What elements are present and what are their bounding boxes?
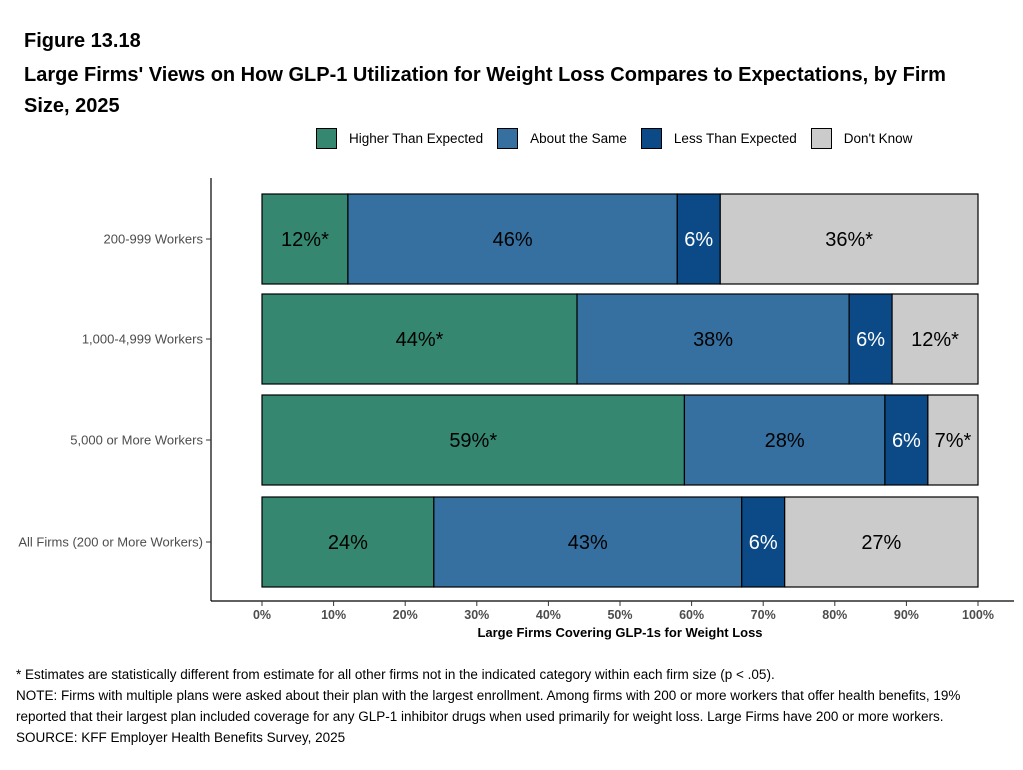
- legend-item-higher: Higher Than Expected: [316, 128, 483, 149]
- note-text: NOTE: Firms with multiple plans were ask…: [16, 688, 961, 724]
- bar-segment: [261, 496, 435, 588]
- legend-item-dontknow: Don't Know: [810, 128, 913, 149]
- data-label: 46%: [493, 229, 533, 251]
- x-tick-label: 60%: [679, 608, 704, 622]
- legend-label-same: About the Same: [530, 131, 627, 146]
- bar-segment: [261, 394, 686, 486]
- legend-label-dontknow: Don't Know: [843, 131, 913, 146]
- data-label: 44%*: [396, 329, 444, 351]
- stacked-bar-chart: 200-999 Workers 1,000-4,999 Workers 5,000 …: [18, 178, 1014, 640]
- legend: Higher Than Expected About the Same Less…: [316, 128, 926, 149]
- data-label: 43%: [568, 532, 608, 554]
- data-label: 12%*: [911, 329, 959, 351]
- legend-item-less: Less Than Expected: [640, 128, 797, 149]
- source-text: SOURCE: KFF Employer Health Benefits Sur…: [16, 730, 346, 745]
- bar-segment: [347, 193, 678, 285]
- y-tick-label: All Firms (200 or More Workers): [18, 535, 203, 550]
- data-label: 6%: [892, 430, 921, 452]
- data-label: 7%*: [935, 430, 972, 452]
- chart-title: Large Firms' Views on How GLP-1 Utilizat…: [24, 64, 946, 117]
- footnotes: * Estimates are statistically different …: [16, 664, 1006, 748]
- bar-segment: [784, 496, 979, 588]
- x-axis-title: Large Firms Covering GLP-1s for Weight L…: [477, 625, 762, 640]
- bar-segment: [576, 293, 850, 385]
- x-tick-label: 0%: [253, 608, 271, 622]
- bar-segment: [848, 293, 893, 385]
- legend-swatch-same: [497, 128, 519, 149]
- x-tick-label: 30%: [464, 608, 489, 622]
- bar-segment: [741, 496, 786, 588]
- x-tick-label: 10%: [321, 608, 346, 622]
- data-label: 12%*: [281, 229, 329, 251]
- y-tick-label: 200-999 Workers: [104, 232, 204, 247]
- x-tick-label: 70%: [751, 608, 776, 622]
- x-tick-label: 20%: [393, 608, 418, 622]
- x-tick-label: 90%: [894, 608, 919, 622]
- legend-label-higher: Higher Than Expected: [349, 131, 484, 146]
- data-label: 24%: [328, 532, 368, 554]
- data-label: 36%*: [825, 229, 873, 251]
- bar-segment: [261, 193, 349, 285]
- x-tick-label: 80%: [822, 608, 847, 622]
- legend-label-less: Less Than Expected: [673, 131, 797, 146]
- legend-swatch-less: [640, 128, 662, 149]
- data-label: 6%: [856, 329, 885, 351]
- data-label: 38%: [693, 329, 733, 351]
- data-label: 59%*: [449, 430, 497, 452]
- bar-segment: [719, 193, 979, 285]
- y-tick-label: 1,000-4,999 Workers: [82, 332, 204, 347]
- data-label: 6%: [684, 229, 713, 251]
- legend-swatch-higher: [316, 128, 337, 149]
- legend-item-same: About the Same: [497, 128, 627, 149]
- data-label: 27%: [861, 532, 901, 554]
- bar-segment: [927, 394, 979, 486]
- y-tick-label: 5,000 or More Workers: [70, 433, 203, 448]
- bar-segment: [676, 193, 721, 285]
- bar-segment: [683, 394, 886, 486]
- x-tick-label: 40%: [536, 608, 561, 622]
- bar-segment: [884, 394, 929, 486]
- data-label: 28%: [765, 430, 805, 452]
- x-tick-label: 100%: [962, 608, 994, 622]
- legend-swatch-dontknow: [810, 128, 832, 149]
- x-tick-label: 50%: [607, 608, 632, 622]
- bar-segment: [433, 496, 743, 588]
- data-label: 6%: [749, 532, 778, 554]
- bar-segment: [891, 293, 979, 385]
- asterisk-note: * Estimates are statistically different …: [16, 667, 775, 682]
- figure-number: Figure 13.18: [24, 30, 141, 52]
